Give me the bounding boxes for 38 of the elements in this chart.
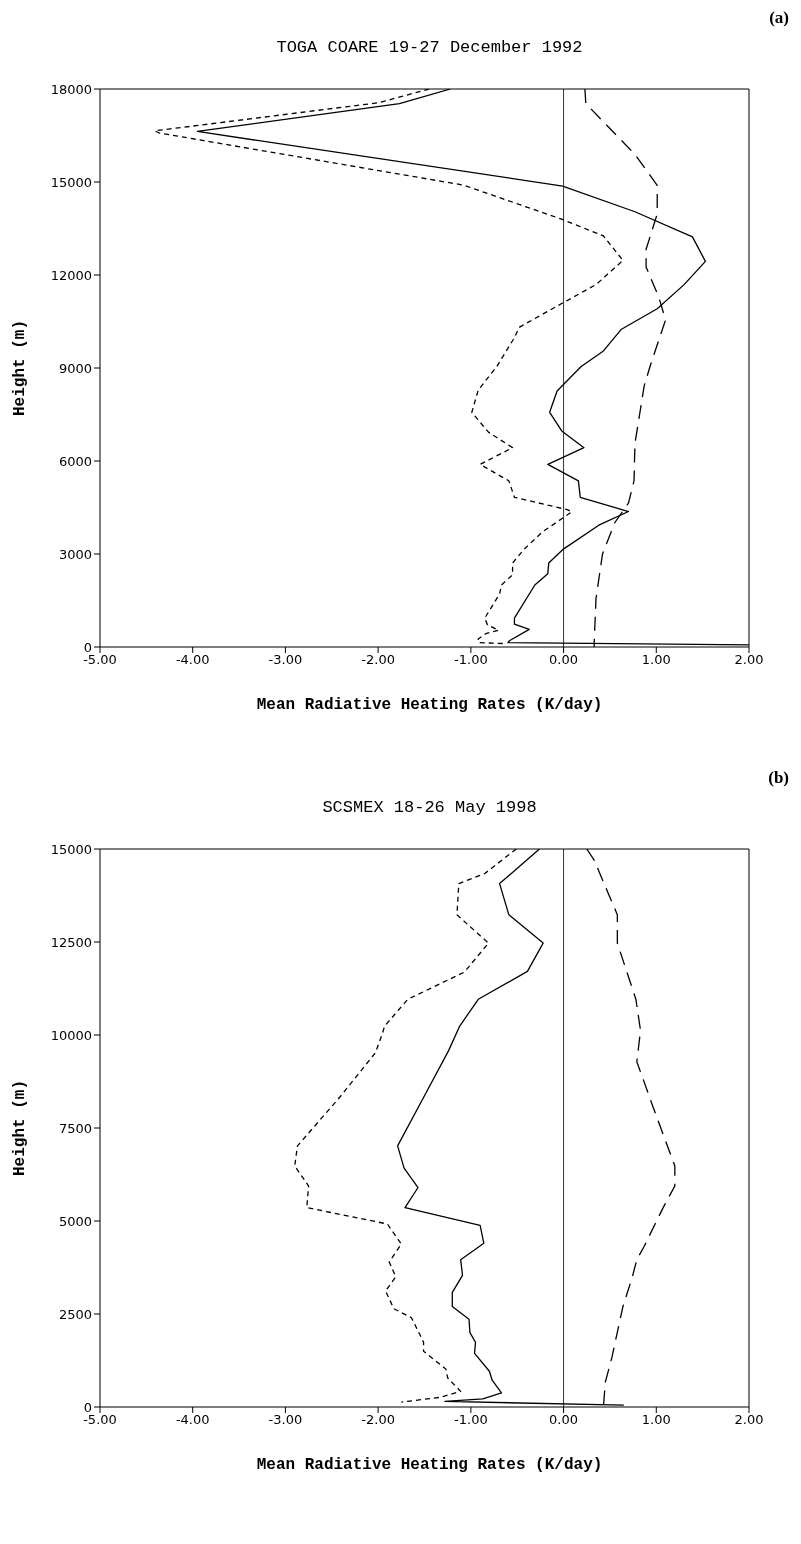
x-axis-title: Mean Radiative Heating Rates (K/day) — [255, 696, 604, 714]
x-tick-label: 1.00 — [641, 1412, 671, 1428]
y-tick-label: 3000 — [58, 546, 92, 562]
x-tick-label: -3.00 — [268, 652, 303, 668]
x-tick-label: 2.00 — [734, 1412, 764, 1428]
y-tick-label: 18000 — [50, 81, 92, 97]
text: (a) — [769, 8, 789, 28]
x-tick-label: -3.00 — [268, 1412, 303, 1428]
x-tick-label: 2.00 — [734, 652, 764, 668]
y-axis-title: Height (m) — [10, 1079, 29, 1177]
y-tick-label: 0 — [83, 1399, 92, 1415]
chart-title: TOGA COARE 19-27 December 1992 — [275, 38, 584, 57]
x-tick-label: -2.00 — [361, 652, 395, 668]
y-tick-label: 12500 — [50, 934, 92, 950]
y-tick-label: 7500 — [58, 1120, 92, 1136]
y-tick-label: 5000 — [58, 1213, 92, 1229]
text: (b) — [768, 768, 789, 788]
x-axis-title: Mean Radiative Heating Rates (K/day) — [255, 1456, 604, 1474]
x-tick-label: -5.00 — [83, 652, 117, 668]
y-axis-title: Height (m) — [10, 319, 29, 417]
x-tick-label: 0.00 — [549, 1412, 579, 1428]
y-tick-label: 15000 — [50, 174, 92, 190]
y-tick-label: 10000 — [50, 1027, 92, 1043]
chart-title: SCSMEX 18-26 May 1998 — [321, 798, 538, 817]
x-tick-label: -2.00 — [361, 1412, 395, 1428]
x-tick-label: -5.00 — [83, 1412, 117, 1428]
x-tick-label: -1.00 — [454, 652, 488, 668]
x-tick-label: -4.00 — [175, 652, 210, 668]
x-tick-label: -4.00 — [175, 1412, 210, 1428]
y-tick-label: 12000 — [50, 267, 92, 283]
x-tick-label: 1.00 — [641, 652, 671, 668]
y-tick-label: 0 — [83, 639, 92, 655]
y-tick-label: 15000 — [50, 841, 92, 857]
x-tick-label: 0.00 — [549, 652, 579, 668]
y-tick-label: 9000 — [58, 360, 92, 376]
y-tick-label: 6000 — [58, 453, 92, 469]
y-tick-label: 2500 — [58, 1306, 92, 1322]
x-tick-label: -1.00 — [454, 1412, 488, 1428]
